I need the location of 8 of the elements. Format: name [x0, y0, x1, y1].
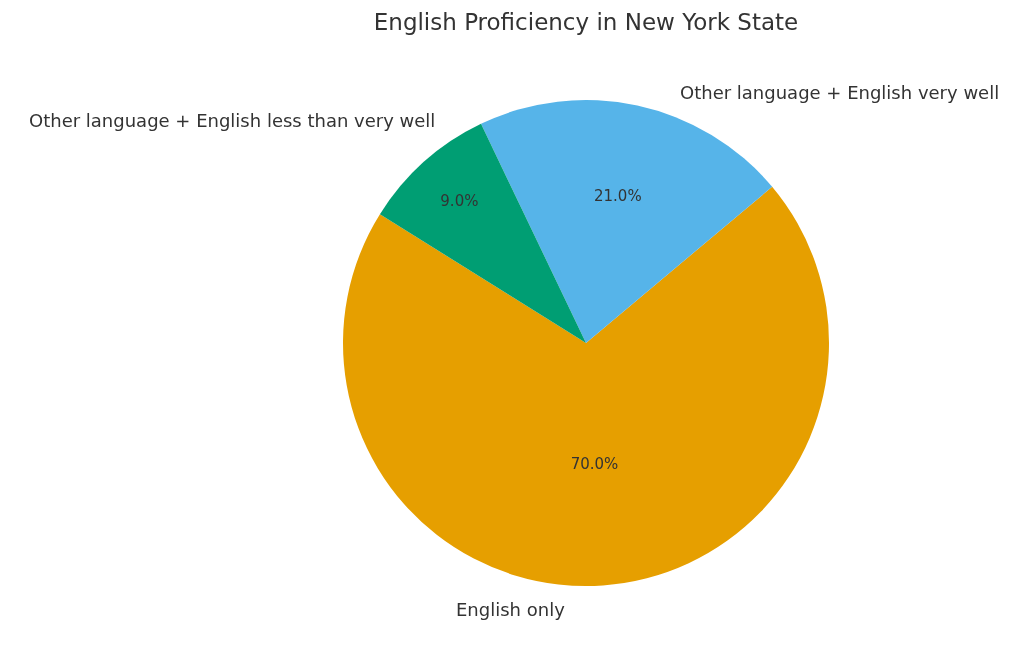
data-label: 9.0% — [440, 192, 479, 211]
slice-label: English only — [456, 599, 566, 620]
slice-label: Other language + English very well — [680, 82, 1000, 103]
slice-label: Other language + English less than very well — [29, 110, 436, 131]
chart-title: English Proficiency in New York State — [373, 9, 799, 36]
data-label: 21.0% — [594, 186, 642, 205]
pie-slice — [343, 186, 829, 586]
data-label: 70.0% — [570, 455, 619, 474]
